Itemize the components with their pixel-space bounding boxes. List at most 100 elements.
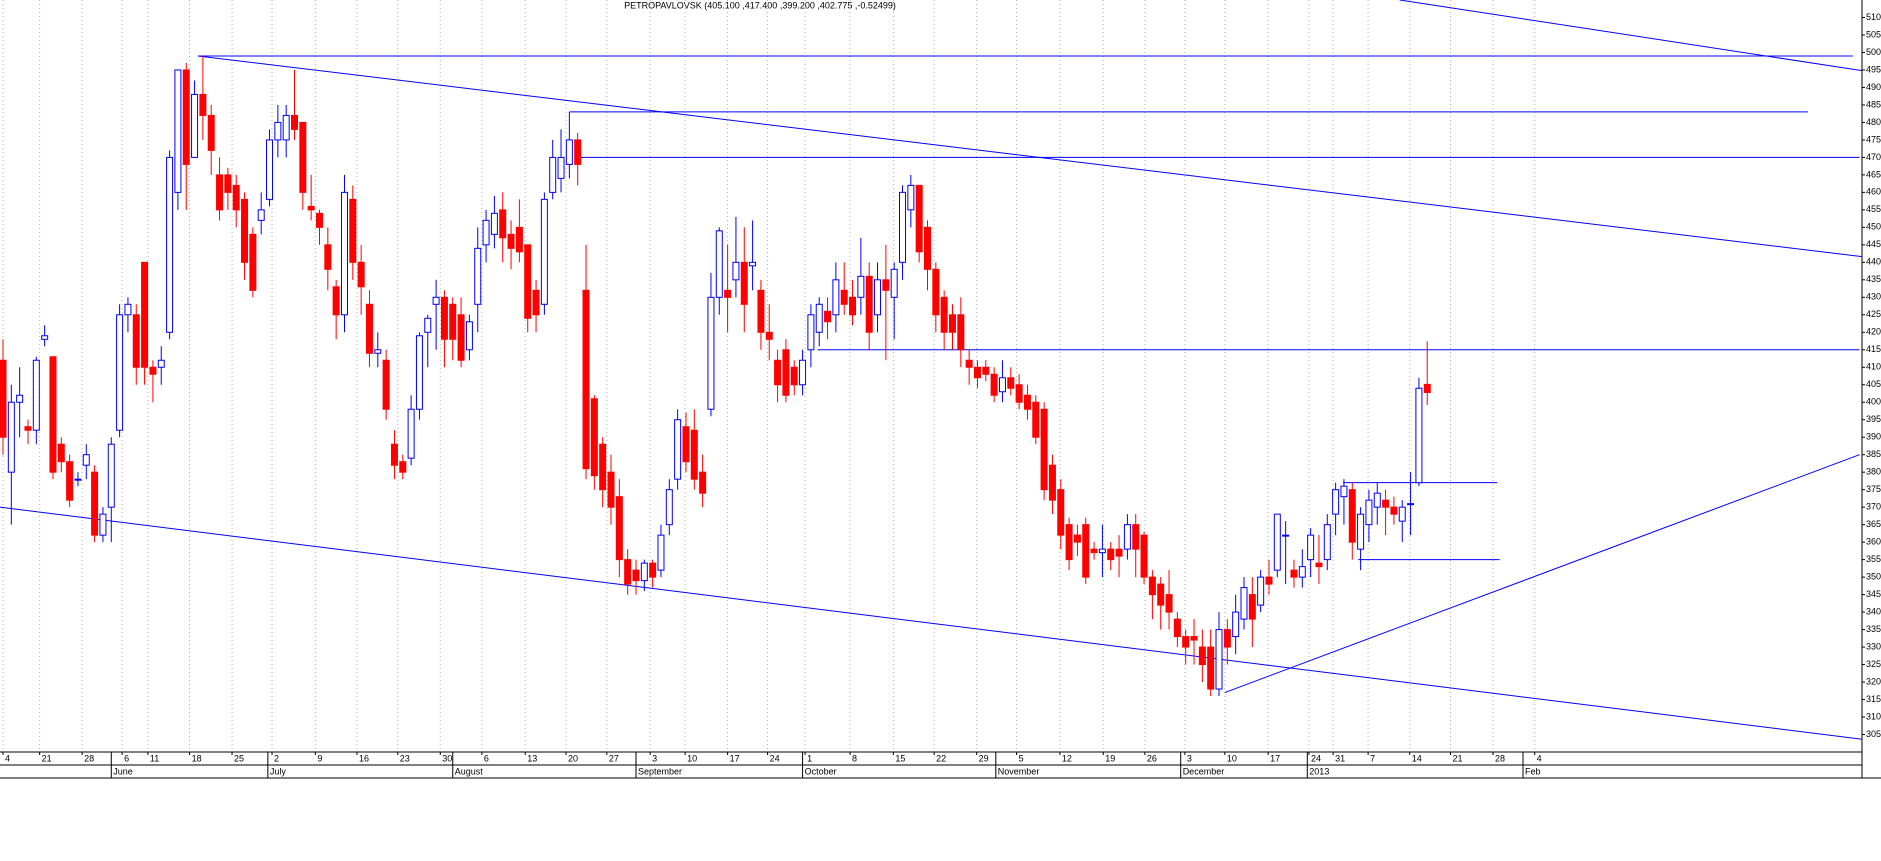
candle-body bbox=[1107, 548, 1115, 561]
candle-body bbox=[782, 349, 790, 396]
candle-body bbox=[1257, 576, 1265, 606]
candle-body bbox=[216, 174, 224, 211]
candle-body bbox=[349, 198, 357, 263]
candle-body bbox=[157, 359, 165, 368]
candle-body bbox=[915, 184, 923, 253]
x-tick-label: 22 bbox=[936, 753, 946, 763]
candle-body bbox=[1182, 636, 1190, 648]
candle-body bbox=[774, 359, 782, 386]
candle-body bbox=[266, 139, 274, 200]
chart-title: PETROPAVLOVSK (405.100 ,417.400 ,399.200… bbox=[624, 0, 896, 10]
candle-body bbox=[1073, 534, 1081, 543]
candle-body bbox=[282, 114, 290, 141]
candle-body bbox=[1323, 524, 1331, 561]
candle-body bbox=[1082, 524, 1090, 578]
candle-body bbox=[449, 303, 457, 340]
candle-body bbox=[640, 562, 648, 582]
candle-body bbox=[199, 93, 207, 116]
candle-body bbox=[474, 247, 482, 305]
y-tick-label: 445 bbox=[1866, 239, 1881, 249]
candle-body bbox=[982, 366, 990, 375]
candle-body bbox=[340, 191, 348, 316]
y-tick-label: 330 bbox=[1866, 641, 1881, 651]
x-tick-label: 14 bbox=[1412, 753, 1422, 763]
y-tick-label: 470 bbox=[1866, 152, 1881, 162]
candle-body bbox=[365, 303, 373, 354]
candle-body bbox=[874, 279, 882, 316]
candle-body bbox=[1357, 513, 1365, 550]
x-tick-label: 28 bbox=[84, 753, 94, 763]
y-tick-label: 380 bbox=[1866, 467, 1881, 477]
x-tick-label: 21 bbox=[1453, 753, 1463, 763]
candle-body bbox=[440, 296, 448, 340]
candle-body bbox=[274, 121, 282, 141]
y-tick-label: 370 bbox=[1866, 502, 1881, 512]
y-tick-label: 360 bbox=[1866, 537, 1881, 547]
candle-body bbox=[1115, 548, 1123, 557]
candle-body bbox=[1140, 534, 1148, 578]
candle-body bbox=[1248, 594, 1256, 620]
candle-body bbox=[1090, 548, 1098, 554]
y-tick-label: 465 bbox=[1866, 169, 1881, 179]
candle-body bbox=[907, 184, 915, 211]
candle-body bbox=[890, 268, 898, 298]
candle-body bbox=[1232, 611, 1240, 638]
candle-body bbox=[1332, 489, 1340, 515]
y-tick-label: 355 bbox=[1866, 554, 1881, 564]
y-tick-label: 310 bbox=[1866, 711, 1881, 721]
candle-body bbox=[465, 321, 473, 351]
candle-body bbox=[382, 359, 390, 410]
candle-body bbox=[1040, 408, 1048, 491]
candle-body bbox=[1307, 534, 1315, 561]
candle-body bbox=[166, 156, 174, 333]
candle-body bbox=[632, 569, 640, 582]
x-tick-label: 6 bbox=[124, 753, 129, 763]
candle-body bbox=[940, 296, 948, 333]
candle-body bbox=[57, 443, 65, 463]
y-tick-label: 405 bbox=[1866, 379, 1881, 389]
y-tick-label: 420 bbox=[1866, 327, 1881, 337]
candle-body bbox=[765, 331, 773, 340]
x-tick-label: 23 bbox=[400, 753, 410, 763]
candle-body bbox=[1373, 492, 1381, 508]
candle-body bbox=[1123, 524, 1131, 550]
candle-body bbox=[424, 317, 432, 333]
candle-body bbox=[390, 443, 398, 466]
y-tick-label: 425 bbox=[1866, 309, 1881, 319]
candle-body bbox=[707, 296, 715, 410]
candle-body bbox=[241, 198, 249, 263]
candle-body bbox=[407, 408, 415, 459]
candle-body bbox=[715, 230, 723, 298]
candle-body bbox=[32, 359, 40, 431]
candle-body bbox=[499, 209, 507, 239]
y-tick-label: 495 bbox=[1866, 64, 1881, 74]
candle-body bbox=[649, 562, 657, 578]
y-tick-label: 480 bbox=[1866, 117, 1881, 127]
y-tick-label: 395 bbox=[1866, 414, 1881, 424]
y-tick-label: 455 bbox=[1866, 204, 1881, 214]
x-tick-label: 10 bbox=[1227, 753, 1237, 763]
candle-body bbox=[149, 366, 157, 375]
candle-body bbox=[324, 244, 332, 270]
candle-body bbox=[1048, 464, 1056, 501]
x-tick-label: 21 bbox=[42, 753, 52, 763]
x-tick-label: 15 bbox=[895, 753, 905, 763]
y-tick-label: 505 bbox=[1866, 29, 1881, 39]
y-tick-label: 440 bbox=[1866, 257, 1881, 267]
candle-body bbox=[799, 359, 807, 386]
y-tick-label: 365 bbox=[1866, 519, 1881, 529]
candle-body bbox=[91, 471, 99, 536]
candle-body bbox=[990, 373, 998, 396]
x-tick-label: 25 bbox=[234, 753, 244, 763]
candle-body bbox=[132, 314, 140, 368]
candle-body bbox=[224, 174, 232, 193]
candle-body bbox=[973, 366, 981, 379]
candle-body bbox=[16, 394, 24, 403]
x-tick-label: 4 bbox=[1537, 753, 1542, 763]
month-label: June bbox=[113, 766, 133, 776]
candle-body bbox=[74, 478, 82, 481]
candle-body bbox=[107, 443, 115, 508]
candle-body bbox=[141, 261, 149, 368]
candle-body bbox=[1098, 548, 1106, 554]
